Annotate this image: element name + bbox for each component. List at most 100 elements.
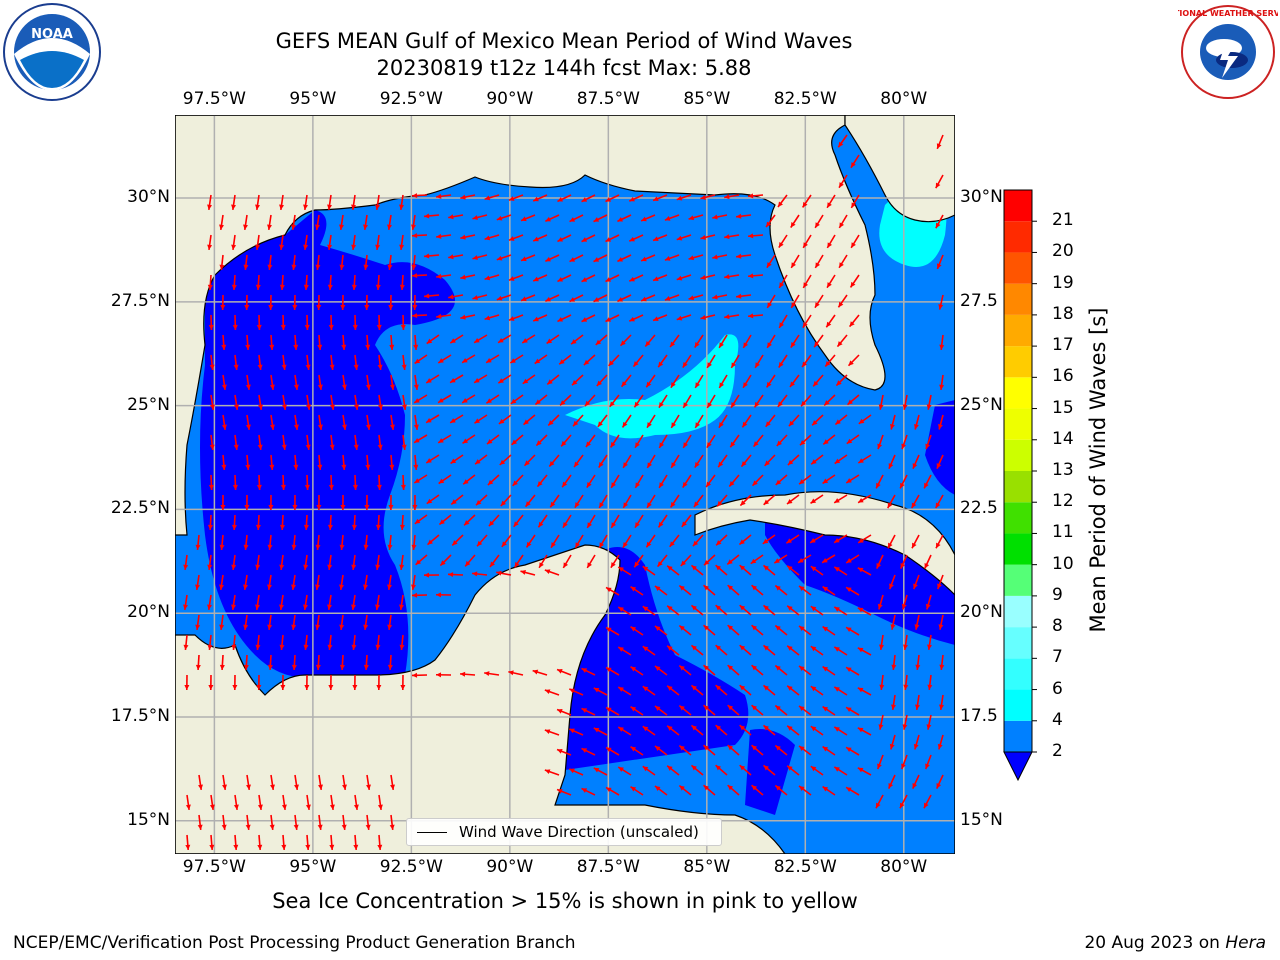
wave-arrow-head: [279, 204, 285, 210]
lat-tick-left: 20°N: [127, 602, 170, 623]
wave-arrow-head: [658, 361, 664, 368]
wave-arrow-head: [811, 459, 817, 465]
wave-arrow-head: [703, 625, 710, 631]
wave-arrow-head: [496, 255, 503, 261]
wave-arrow-head: [775, 479, 782, 485]
wave-arrow-head: [231, 604, 236, 610]
wave-arrow-head: [700, 314, 706, 320]
wave-arrow-head: [389, 424, 395, 430]
wave-arrow-head: [664, 216, 671, 221]
wave-arrow-head: [378, 404, 383, 410]
wave-arrow-head: [185, 804, 191, 810]
wave-arrow-head: [220, 304, 226, 310]
wave-arrow-head: [775, 785, 781, 791]
wave-arrow-head: [508, 670, 514, 676]
wave-arrow-head: [923, 802, 929, 809]
wave-arrow-head: [351, 244, 357, 250]
wave-arrow-head: [281, 804, 287, 810]
wave-arrow-head: [255, 644, 261, 650]
colorbar-band: [1004, 564, 1032, 596]
wave-arrow-head: [606, 667, 612, 673]
wave-arrow-head: [559, 359, 565, 365]
wave-arrow-head: [365, 384, 371, 390]
wave-arrow-head: [219, 664, 225, 670]
wave-arrow-head: [727, 559, 733, 565]
wave-arrow-head: [629, 236, 635, 242]
wave-arrow-head: [858, 458, 864, 463]
wave-arrow-head: [328, 484, 334, 490]
colorbar-band: [1004, 658, 1032, 690]
wave-arrow-head: [498, 418, 505, 424]
wave-arrow-head: [207, 524, 213, 530]
wave-arrow-head: [315, 544, 321, 550]
wave-arrow-head: [438, 358, 444, 363]
wave-arrow-head: [810, 686, 817, 692]
wave-arrow-head: [450, 418, 456, 423]
lat-tick-left: 25°N: [127, 394, 170, 415]
wave-arrow-head: [703, 559, 710, 566]
wave-arrow-head: [539, 562, 544, 568]
nws-logo-text: NATIONAL WEATHER SERVICE: [1178, 9, 1278, 18]
wave-arrow-head: [462, 398, 468, 403]
wave-arrow-head: [900, 482, 905, 489]
wave-arrow-head: [412, 313, 418, 319]
wave-arrow-head: [847, 399, 853, 405]
wave-arrow-head: [815, 222, 820, 228]
wave-arrow-head: [924, 563, 930, 569]
wave-arrow-head: [279, 564, 285, 570]
wave-arrow-head: [764, 460, 770, 466]
wave-arrow-head: [183, 564, 189, 570]
wave-arrow-head: [304, 484, 310, 490]
wave-arrow-head: [653, 316, 659, 321]
wave-arrow-head: [364, 304, 370, 310]
colorbar-tick: 6: [1052, 678, 1063, 699]
wave-arrow-head: [448, 254, 454, 260]
wave-arrow-head: [935, 502, 941, 509]
wave-arrow-head: [706, 442, 712, 448]
wave-arrow-head: [727, 785, 734, 791]
wave-arrow-head: [477, 540, 483, 547]
wave-arrow-head: [537, 481, 543, 487]
wave-arrow-head: [938, 624, 944, 630]
wave-arrow-head: [646, 541, 652, 548]
colorbar-band: [1004, 689, 1032, 721]
lon-tick-bottom: 80°W: [880, 857, 928, 877]
wave-arrow-head: [436, 273, 442, 279]
wave-arrow-head: [184, 684, 190, 690]
wave-arrow-head: [267, 264, 273, 270]
wave-arrow-head: [317, 464, 323, 470]
wave-arrow-head: [751, 625, 758, 631]
wave-arrow-head: [536, 440, 542, 446]
lat-tick-left: 30°N: [127, 187, 170, 208]
wave-arrow-head: [641, 256, 647, 262]
wave-arrow-head: [269, 384, 275, 390]
wave-arrow-head: [645, 341, 651, 347]
wave-arrow-head: [774, 558, 780, 564]
wave-arrow-head: [484, 315, 491, 321]
wave-arrow-head: [389, 344, 395, 350]
lat-tick-left: 22.5°N: [110, 498, 170, 519]
wave-arrow-head: [925, 763, 930, 770]
wave-arrow-head: [899, 802, 905, 809]
colorbar-tick: 15: [1052, 397, 1074, 418]
wave-arrow-head: [209, 364, 215, 370]
wave-arrow-head: [535, 399, 541, 405]
wave-arrow-head: [293, 464, 299, 470]
wave-arrow-head: [766, 262, 772, 268]
wave-arrow-head: [291, 224, 296, 230]
wave-arrow-head: [927, 684, 933, 690]
wave-arrow-head: [279, 524, 285, 530]
wave-arrow-head: [715, 565, 722, 571]
wave-arrow-head: [939, 664, 945, 670]
wave-arrow-head: [834, 726, 840, 732]
wave-arrow-head: [712, 254, 718, 260]
wave-arrow-head: [581, 708, 588, 713]
wave-arrow-head: [221, 824, 227, 830]
wind-wave-arrows: [183, 134, 945, 851]
wave-arrow-head: [620, 340, 626, 346]
wave-arrow-head: [936, 542, 941, 549]
wave-arrow-head: [413, 344, 419, 350]
wave-arrow-head: [376, 684, 382, 690]
wave-arrow-head: [472, 295, 478, 300]
wave-arrow-head: [901, 763, 906, 770]
